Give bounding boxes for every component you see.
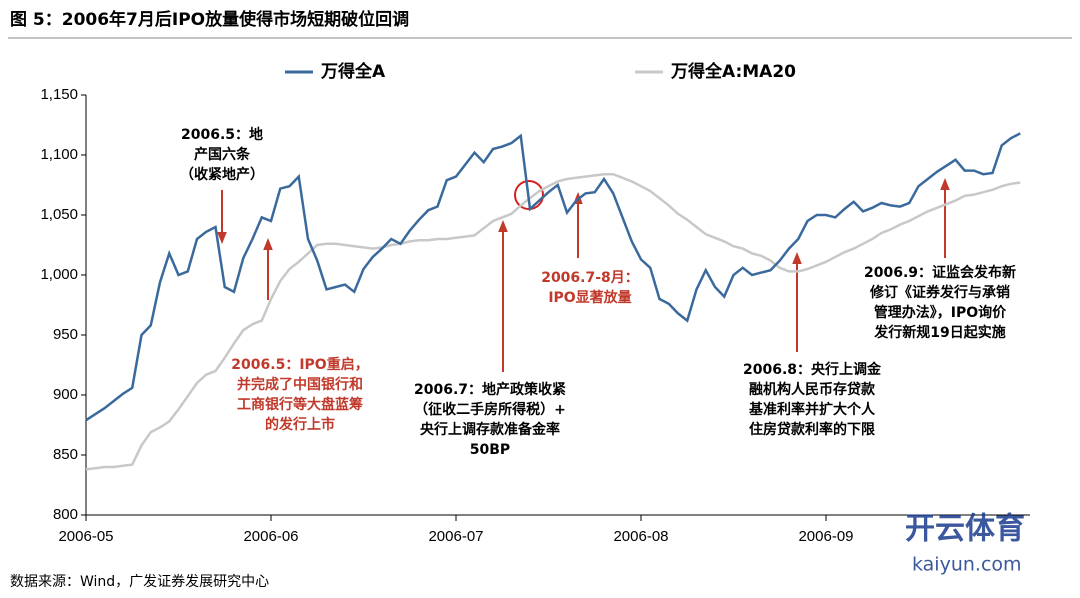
annotation: 2006.9：证监会发布新 <box>864 264 1016 281</box>
y-tick-label: 1,100 <box>40 146 78 163</box>
annotation: 基准利率并扩大个人 <box>749 401 876 418</box>
y-tick-label: 1,000 <box>40 266 78 283</box>
annotation: 的发行上市 <box>265 416 335 433</box>
series-line <box>85 132 1021 422</box>
annotation: 2006.7：地产政策收紧 <box>414 381 566 398</box>
x-tick-label: 2006-08 <box>613 528 668 545</box>
watermark: kaiyun.com <box>912 554 1022 576</box>
x-tick-label: 2006-06 <box>243 528 298 545</box>
y-tick-label: 1,050 <box>40 206 78 223</box>
annotation: 产国六条 <box>194 146 251 163</box>
annotation: IPO显著放量 <box>548 289 631 306</box>
annotation: 修订《证券发行与承销 <box>869 284 1010 301</box>
y-tick-label: 950 <box>53 326 78 343</box>
x-tick-label: 2006-09 <box>798 528 853 545</box>
annotation: 2006.8：央行上调金 <box>743 361 882 378</box>
annotation: 并完成了中国银行和 <box>237 376 363 393</box>
chart-title: 图 5：2006年7月后IPO放量使得市场短期破位回调 <box>10 9 409 30</box>
watermark: 开云体育 <box>905 512 1025 547</box>
y-tick-label: 800 <box>53 506 78 523</box>
legend-label: 万得全A <box>320 61 386 82</box>
series-line <box>85 172 1021 471</box>
legend-label: 万得全A:MA20 <box>670 61 796 82</box>
annotation: （征收二手房所得税）+ <box>414 401 566 418</box>
annotation: 央行上调存款准备金率 <box>420 421 560 438</box>
y-tick-label: 900 <box>53 386 78 403</box>
y-tick-label: 850 <box>53 446 78 463</box>
annotation: 2006.7-8月： <box>541 270 639 286</box>
annotation: 2006.5：地 <box>181 126 263 143</box>
x-tick-label: 2006-05 <box>58 528 113 545</box>
annotation: （收紧地产） <box>180 166 264 183</box>
x-tick-label: 2006-07 <box>428 528 483 545</box>
y-tick-label: 1,150 <box>40 86 78 103</box>
annotation: 50BP <box>470 442 510 458</box>
arrows <box>217 178 950 372</box>
source-note: 数据来源：Wind，广发证券发展研究中心 <box>10 574 269 590</box>
annotation: 2006.5：IPO重启， <box>231 356 368 373</box>
annotation: 融机构人民币存贷款 <box>749 381 876 398</box>
annotation: 管理办法》，IPO询价 <box>874 304 1007 321</box>
annotation: 发行新规19日起实施 <box>873 324 1005 341</box>
annotation: 工商银行等大盘蓝筹 <box>237 396 363 413</box>
annotation: 住房贷款利率的下限 <box>749 421 875 438</box>
